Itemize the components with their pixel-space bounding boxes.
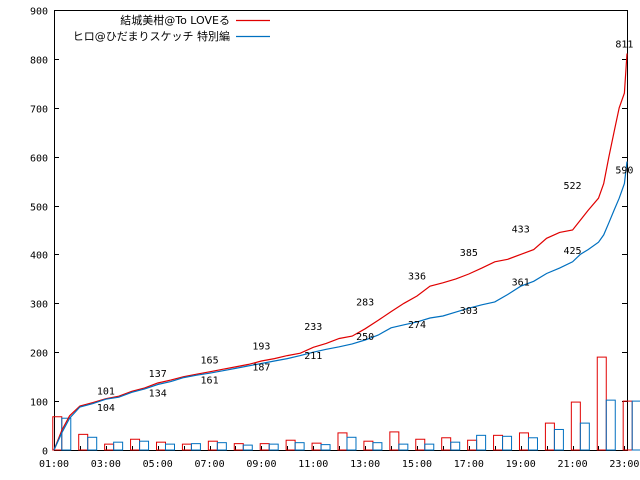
bar-blue — [631, 400, 640, 451]
x-tick-label: 05:00 — [143, 459, 173, 470]
bar-blue — [139, 440, 150, 451]
x-tick-label: 01:00 — [39, 459, 69, 470]
data-label-red: 385 — [460, 248, 478, 259]
data-label-blue: 250 — [356, 332, 374, 343]
data-label-blue: 187 — [252, 363, 270, 374]
bar-blue — [476, 434, 487, 451]
bar-red — [596, 356, 607, 451]
bar-blue — [398, 443, 409, 451]
x-tick-label: 09:00 — [246, 459, 276, 470]
legend-label-blue: ヒロ@ひだまりスケッチ 特別編 — [73, 29, 230, 43]
y-axis: 0 100 200 300 400 500 600 700 800 900 — [30, 7, 627, 458]
data-label-red: 433 — [512, 224, 530, 235]
bar-series — [52, 356, 640, 451]
y-tick-label: 400 — [30, 251, 48, 262]
bar-red — [155, 441, 166, 451]
bar-red — [181, 443, 192, 451]
x-tick-label: 11:00 — [298, 459, 328, 470]
y-tick-label: 200 — [30, 349, 48, 360]
x-tick-label: 21:00 — [557, 459, 587, 470]
y-tick-label: 900 — [30, 7, 48, 18]
y-tick-label: 300 — [30, 300, 48, 311]
data-label-blue: 104 — [97, 403, 115, 414]
bar-blue — [113, 441, 124, 451]
y-tick-label: 800 — [30, 56, 48, 67]
data-label-red: 137 — [149, 369, 167, 380]
bar-blue — [320, 444, 331, 451]
bar-red — [467, 439, 478, 451]
bar-red — [130, 438, 141, 451]
data-label-red: 101 — [97, 387, 115, 398]
bar-blue — [242, 444, 253, 451]
data-labels: 101 137 165 193 233 283 336 385 433 522 811 104 134 1… — [97, 40, 634, 415]
y-tick-label: 500 — [30, 203, 48, 214]
bar-red — [518, 432, 529, 451]
y-tick-label: 600 — [30, 154, 48, 165]
bar-red — [570, 401, 581, 451]
bar-red — [104, 443, 115, 451]
data-label-blue: 361 — [512, 278, 530, 289]
bar-blue — [372, 442, 383, 451]
x-tick-label: 15:00 — [402, 459, 432, 470]
data-label-blue: 161 — [201, 375, 219, 386]
x-tick-label: 13:00 — [350, 459, 380, 470]
data-label-red: 522 — [564, 181, 582, 192]
x-tick-label: 03:00 — [91, 459, 121, 470]
bar-blue — [190, 443, 201, 451]
bar-blue — [216, 442, 227, 451]
x-tick-label: 19:00 — [506, 459, 536, 470]
data-label-red: 336 — [408, 272, 426, 283]
data-label-red: 233 — [304, 322, 322, 333]
bar-blue — [527, 437, 538, 451]
y-tick-label: 0 — [42, 447, 48, 458]
bar-red — [389, 431, 400, 451]
data-label-blue: 134 — [149, 388, 167, 399]
bar-blue — [294, 442, 305, 451]
data-label-red: 165 — [201, 355, 219, 366]
series-line-red — [53, 53, 628, 451]
data-label-red: 193 — [252, 342, 270, 353]
bar-blue — [605, 399, 616, 451]
data-label-blue: 425 — [564, 246, 582, 257]
bar-blue — [164, 443, 175, 451]
bar-red — [207, 440, 218, 451]
legend-label-red: 結城美柑@To LOVEる — [120, 13, 230, 27]
data-label-red: 811 — [615, 40, 633, 51]
x-tick-label: 07:00 — [195, 459, 225, 470]
bar-blue — [346, 436, 357, 451]
bar-red — [493, 434, 504, 451]
bar-blue — [87, 436, 98, 451]
y-tick-label: 700 — [30, 105, 48, 116]
x-axis: 01:00 03:00 05:00 07:00 09:00 11:00 13:00 15:00… — [39, 446, 639, 470]
data-label-blue: 303 — [460, 306, 478, 317]
data-label-blue: 274 — [408, 320, 426, 331]
x-tick-label: 17:00 — [454, 459, 484, 470]
bar-red — [544, 422, 555, 451]
data-label-red: 283 — [356, 298, 374, 309]
x-tick-label: 23:00 — [609, 459, 639, 470]
bar-blue — [424, 443, 435, 451]
series-line-blue — [53, 161, 628, 451]
bar-blue — [450, 441, 461, 451]
bar-blue — [579, 422, 590, 451]
y-tick-label: 100 — [30, 398, 48, 409]
data-label-blue: 590 — [615, 166, 633, 177]
data-label-blue: 211 — [304, 351, 322, 362]
plot-frame — [54, 10, 628, 451]
bar-blue — [502, 435, 513, 451]
bar-blue — [553, 428, 564, 451]
bar-blue — [268, 443, 279, 451]
legend: 結城美柑@To LOVEる ヒロ@ひだまりスケッチ 特別編 — [73, 13, 270, 43]
line-series — [53, 53, 628, 451]
